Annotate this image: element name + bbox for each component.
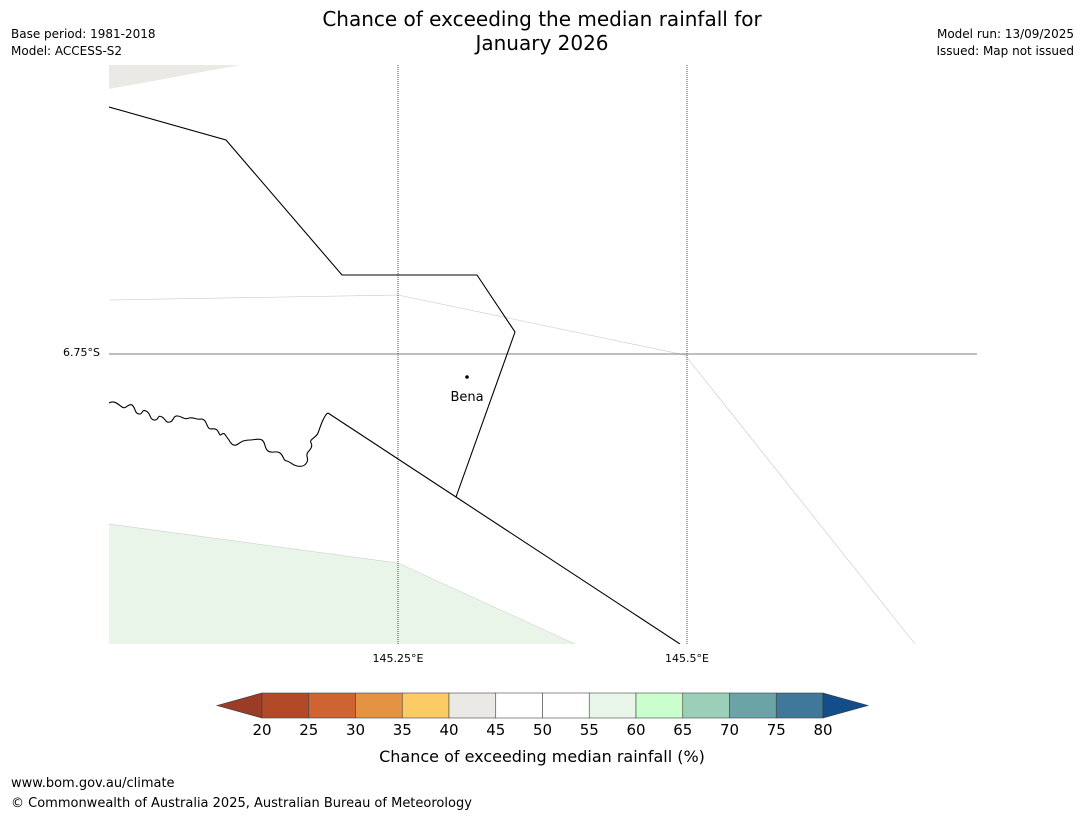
title-line-2: January 2026	[475, 31, 609, 55]
legend-bin-35-40	[401, 692, 450, 719]
map-area[interactable]: Bena	[109, 65, 977, 644]
legend-bin-30-35	[355, 692, 403, 719]
legend-tick-label: 25	[299, 721, 318, 739]
footer-copyright: © Commonwealth of Australia 2025, Austra…	[11, 796, 472, 811]
bena-marker[interactable]	[465, 375, 469, 379]
latitude-label: 6.75°S	[63, 346, 100, 359]
district-boundary	[327, 412, 681, 644]
legend-bin-65-70	[682, 692, 730, 719]
legend-tick-label: 30	[346, 721, 365, 739]
longitude-label-145-5: 145.5°E	[665, 652, 709, 665]
bena-label: Bena	[450, 390, 483, 405]
legend-under-triangle	[215, 692, 263, 719]
legend-colorbar: 20 25 30 35 40 45 50 55 60 65 70 75 80	[215, 692, 870, 739]
longitude-label-145-25: 145.25°E	[372, 652, 424, 665]
district-boundary	[109, 106, 516, 498]
legend-bin-45-50	[495, 692, 543, 719]
legend-bin-75-80	[775, 692, 824, 719]
legend-bin-20-25	[261, 692, 310, 719]
river-boundary	[109, 401, 329, 467]
contour-line	[109, 294, 916, 644]
legend-tick-label: 35	[393, 721, 412, 739]
legend-bin-25-30	[308, 692, 356, 719]
legend-tick-label: 60	[626, 721, 645, 739]
legend-tick-label: 80	[813, 721, 832, 739]
legend-tick-label: 20	[252, 721, 271, 739]
model-run-text: Model run: 13/09/2025	[936, 27, 1074, 41]
map-title: Chance of exceeding the median rainfall …	[292, 7, 792, 55]
legend-bin-40-45	[448, 692, 497, 719]
legend-tick-label: 70	[720, 721, 739, 739]
legend-bin-70-75	[729, 692, 777, 719]
lower-left-shaded-region	[109, 524, 575, 644]
meta-left: Base period: 1981-2018 Model: ACCESS-S2	[11, 26, 156, 60]
legend-tick-label: 75	[767, 721, 786, 739]
legend-over-triangle	[822, 692, 870, 719]
issued-text: Issued: Map not issued	[936, 44, 1074, 58]
legend-tick-label: 45	[486, 721, 505, 739]
upper-left-shaded-region	[109, 65, 240, 89]
legend-tick-label: 50	[533, 721, 552, 739]
legend-bin-55-60	[588, 692, 637, 719]
legend-bin-60-65	[635, 692, 684, 719]
legend-tick-label: 55	[580, 721, 599, 739]
legend-tick-label: 65	[673, 721, 692, 739]
legend-bins	[261, 692, 824, 719]
legend-title: Chance of exceeding median rainfall (%)	[379, 747, 705, 766]
base-period-text: Base period: 1981-2018	[11, 27, 156, 41]
legend-ticks: 20 25 30 35 40 45 50 55 60 65 70 75 80	[252, 721, 832, 739]
legend-tick-label: 40	[439, 721, 458, 739]
meta-right: Model run: 13/09/2025 Issued: Map not is…	[936, 26, 1074, 60]
legend-bin-50-55	[542, 692, 590, 719]
footer-url[interactable]: www.bom.gov.au/climate	[11, 776, 175, 791]
title-line-1: Chance of exceeding the median rainfall …	[322, 7, 762, 31]
model-text: Model: ACCESS-S2	[11, 44, 123, 58]
